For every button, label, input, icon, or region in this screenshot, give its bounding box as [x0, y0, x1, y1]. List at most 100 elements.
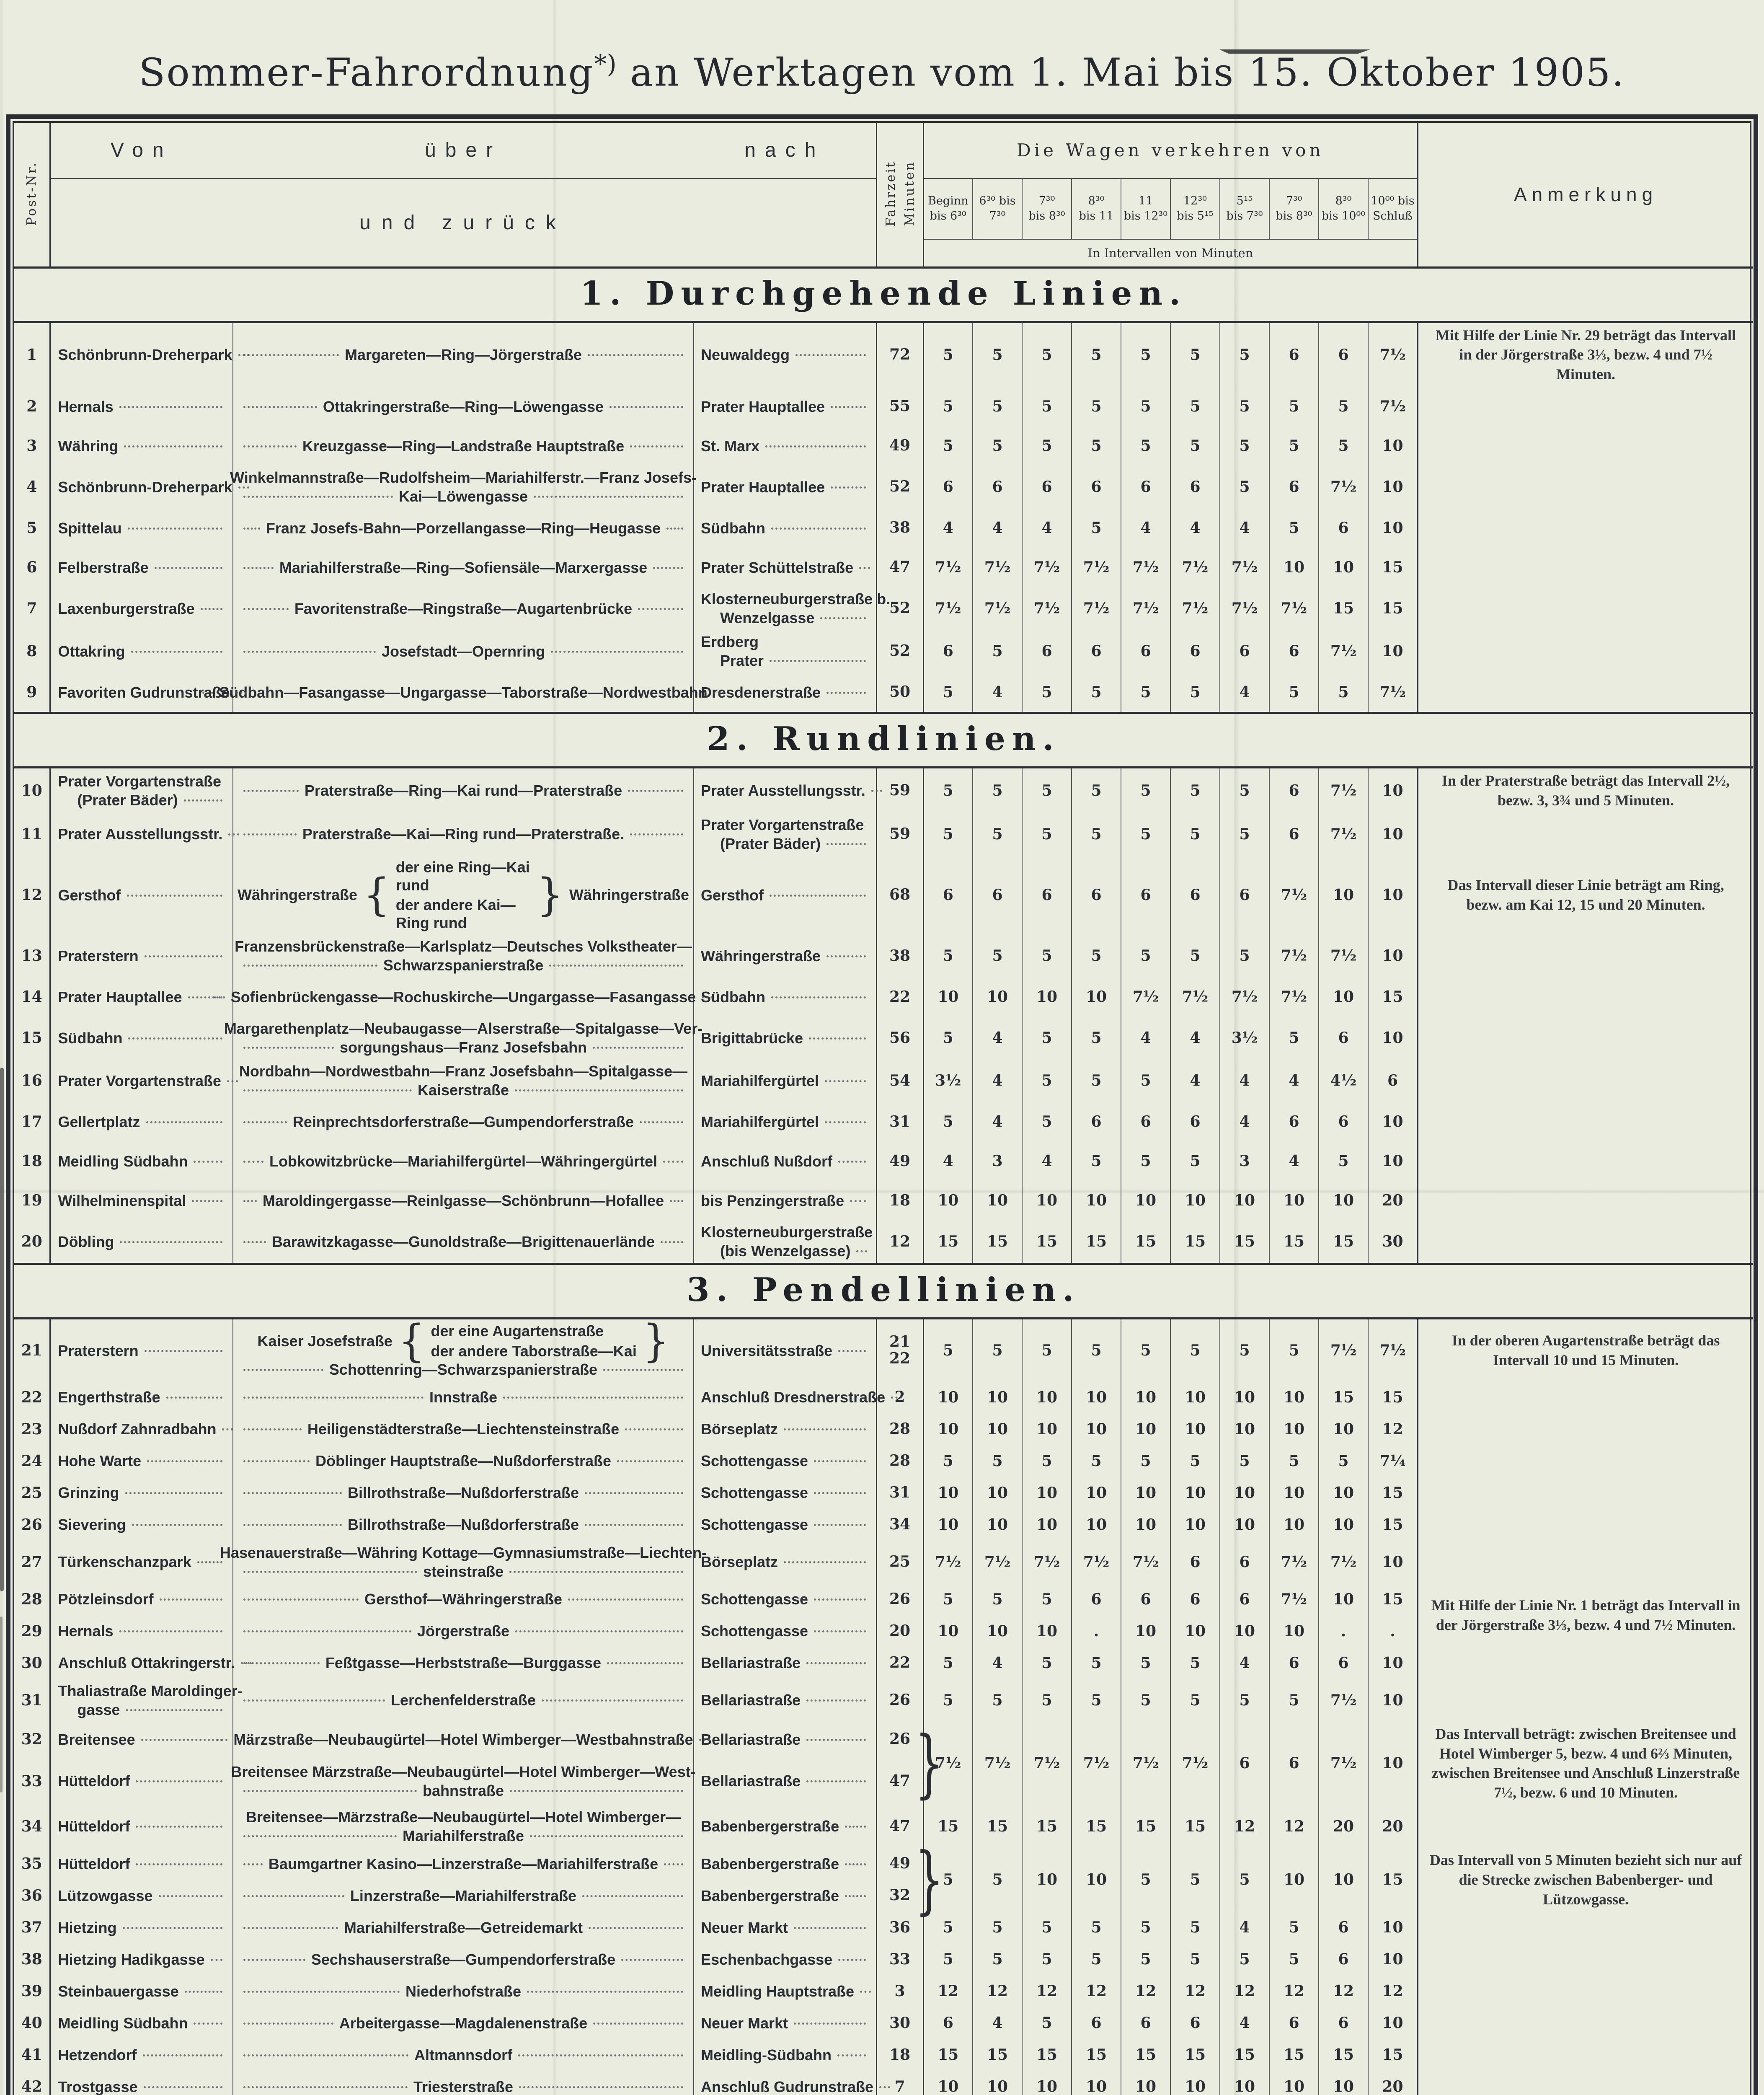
cell-fahrzeit: 21 22 [876, 1318, 924, 1381]
cell-interval: 5 [923, 322, 973, 387]
cell-interval: 10 [1170, 1181, 1220, 1221]
time-column-header: 11 bis 12³⁰ [1121, 178, 1171, 240]
dot-leader [585, 1524, 684, 1526]
label: Hasenauerstraße—Währing Kottage—Gymnasiu… [220, 1544, 707, 1561]
cell-interval: 7½ [1269, 934, 1319, 978]
cell-interval: 6 [1170, 1583, 1220, 1615]
cell-post-nr: 36 [14, 1880, 51, 1912]
cell-interval: 7½ [1220, 587, 1270, 630]
cell-interval: 15 [1121, 1805, 1171, 1848]
dot-leader [784, 1561, 866, 1564]
cell-von-text: Anschluß Ottakringerstr. [58, 1653, 252, 1672]
cell-interval: 6 [973, 855, 1023, 935]
cell-interval: 6 [1022, 630, 1072, 673]
cell-interval: 5 [1220, 322, 1270, 387]
cell-post-nr: 24 [14, 1445, 51, 1477]
cell-interval: 10 [1319, 1413, 1369, 1445]
label: Praterstraße—Ring—Kai rund—Praterstraße [304, 782, 622, 799]
via-text: Maroldingergasse—Reinlgasse—Schönbrunn—H… [238, 1191, 689, 1210]
cell-fahrzeit: 55 [876, 387, 924, 427]
cell-anmerkung [1418, 1413, 1753, 1445]
dot-leader [126, 1709, 222, 1711]
cell-nach: Eschenbachgasse [694, 1943, 877, 1976]
text-line: Hasenauerstraße—Währing Kottage—Gymnasiu… [220, 1543, 707, 1562]
cell-nach: Schottengasse [694, 1615, 877, 1647]
label: Hernals [58, 1622, 114, 1640]
cell-nach: Prater Vorgartenstraße (Prater Bäder) [694, 812, 877, 856]
label: gasse [77, 1701, 120, 1718]
cell-von-text: Prater Vorgartenstraße (Prater Bäder) [58, 772, 229, 810]
cell-interval: 5 [1022, 1016, 1072, 1060]
col-header-und-zurueck: und zurück [50, 178, 877, 268]
cell-interval: 7½ [1121, 1540, 1171, 1583]
cell-interval: 5 [1220, 934, 1270, 978]
text-line: Babenbergerstraße [701, 1854, 872, 1873]
cell-interval: 7½ [1072, 1721, 1121, 1805]
cell-anmerkung [1418, 2039, 1753, 2071]
cell-nach-text: Eschenbachgasse [701, 1950, 872, 1969]
dot-leader [826, 691, 866, 694]
cell-post-nr: 15 [14, 1016, 51, 1060]
text-line: Erdberg [701, 632, 872, 651]
cell-interval: 6 [1269, 1102, 1319, 1142]
cell-interval: 5 [1072, 1679, 1121, 1722]
dot-leader [243, 1089, 412, 1092]
dot-leader [227, 1080, 238, 1082]
cell-interval: 10 [1269, 1413, 1319, 1445]
text-line: Südbahn [701, 988, 872, 1006]
dot-leader [214, 996, 225, 998]
cell-anmerkung [1418, 672, 1753, 713]
cell-fahrzeit: 33 [876, 1943, 924, 1976]
label: Babenbergerstraße [701, 1818, 839, 1835]
label: bahnstraße [422, 1782, 504, 1799]
dot-leader [142, 2054, 222, 2056]
label: Hohe Warte [58, 1452, 142, 1470]
cell-interval: 4½ [1319, 1059, 1369, 1102]
cell-von: Hetzendorf [50, 2039, 233, 2071]
cell-interval: 10 [1022, 1181, 1072, 1221]
cell-fahrzeit: 47 [876, 548, 924, 587]
dot-leader [806, 1780, 866, 1783]
post-nr-label: Post-Nr. [24, 161, 39, 226]
text-line: Spittelau [58, 519, 229, 538]
cell-interval: 7½ [1170, 587, 1220, 630]
text-line: Mariahilferstraße [238, 1826, 689, 1845]
cell-via: Breitensee Märzstraße—Neubaugürtel—Hotel… [231, 1757, 696, 1805]
label: Babenbergerstraße [701, 1887, 839, 1904]
cell-interval: 5 [1072, 1318, 1121, 1381]
cell-anmerkung [1418, 1541, 1753, 1583]
cell-interval: 10 [1220, 1181, 1270, 1221]
dot-leader [630, 833, 683, 836]
via-text: Märzstraße—Neubaugürtel—Hotel Wimberger—… [217, 1730, 710, 1749]
cell-interval: 10 [973, 1615, 1023, 1647]
text-line: Josefstadt—Opernring [238, 642, 689, 661]
cell-von-text: Hernals [58, 397, 229, 416]
time-column-header: 10⁰⁰ bis Schluß [1368, 178, 1419, 240]
cell-interval: 10 [1368, 508, 1419, 548]
cell-interval: 5 [1121, 426, 1171, 466]
cell-fahrzeit: 22 [876, 1647, 924, 1679]
cell-via: Hasenauerstraße—Währing Kottage—Gymnasiu… [220, 1540, 707, 1583]
cell-interval: 15 [1368, 1508, 1419, 1541]
label: Nordbahn—Nordwestbahn—Franz Josefsbahn—S… [239, 1063, 688, 1080]
cell-interval: 6 [1022, 466, 1072, 509]
cell-interval: 7½ [1121, 977, 1171, 1017]
text-line: Schottenring—Schwarzspanierstraße [238, 1360, 689, 1379]
cell-von-text: Prater Hauptallee [58, 988, 229, 1006]
cell-interval: 4 [1269, 1059, 1319, 1102]
cell-interval: 5 [923, 934, 973, 978]
via-text: Niederhofstraße [238, 1982, 689, 2001]
dot-leader [243, 1895, 344, 1897]
label: Klosterneuburgerstraße [701, 1223, 873, 1241]
cell-von: Lützowgasse [50, 1880, 233, 1912]
text-line: Winkelmannstraße—Rudolfsheim—Mariahilfer… [230, 468, 697, 487]
text-line: Hietzing [58, 1918, 229, 1937]
via-text: Franzensbrückenstraße—Karlsplatz—Deutsch… [235, 937, 692, 975]
cell-via: Triesterstraße [233, 2071, 694, 2095]
cell-post-nr: 27 [14, 1540, 51, 1583]
cell-interval: 5 [1121, 1679, 1171, 1722]
time-column-header: 12³⁰ bis 5¹⁵ [1170, 178, 1220, 240]
table-row: 26 Sievering Billrothstraße—Nußdorferstraß… [14, 1508, 1753, 1541]
table-row: 3 Währing Kreuzgasse—Ring—Landstraße Haupt… [14, 426, 1753, 466]
dot-leader [699, 1738, 710, 1741]
